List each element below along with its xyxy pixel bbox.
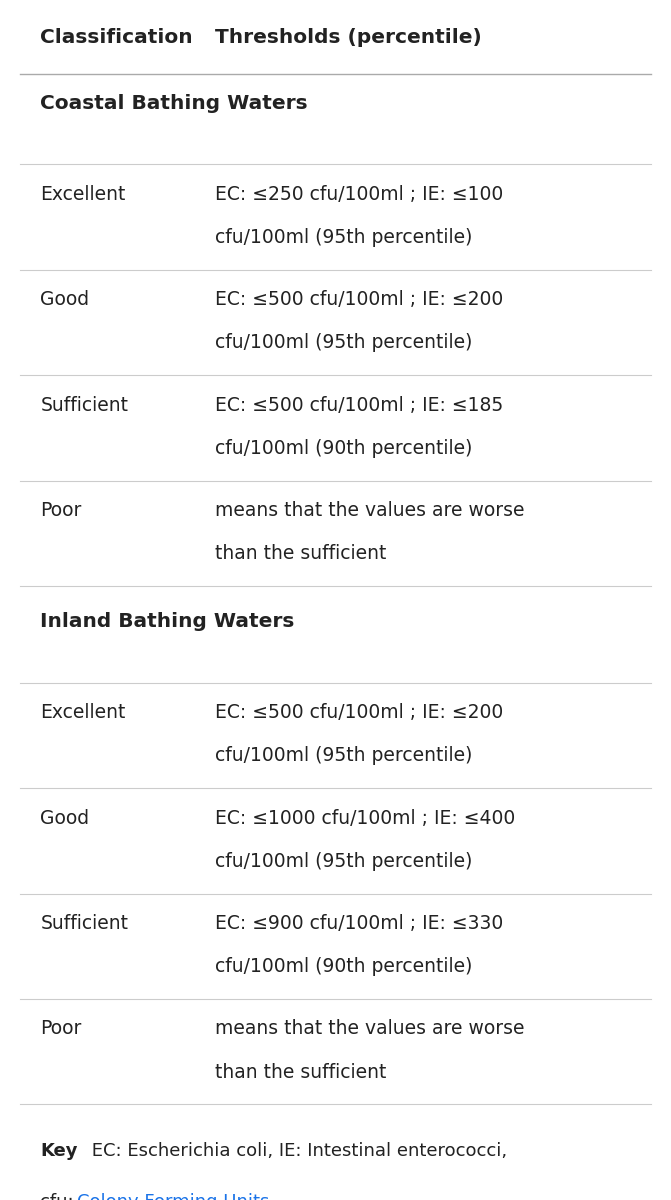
Text: Colony Forming Units: Colony Forming Units bbox=[77, 1193, 270, 1200]
Text: Excellent: Excellent bbox=[40, 185, 125, 204]
Text: EC: ≤500 cfu/100ml ; IE: ≤200: EC: ≤500 cfu/100ml ; IE: ≤200 bbox=[215, 703, 503, 722]
Text: EC: ≤500 cfu/100ml ; IE: ≤200: EC: ≤500 cfu/100ml ; IE: ≤200 bbox=[215, 290, 503, 310]
Text: EC: ≤900 cfu/100ml ; IE: ≤330: EC: ≤900 cfu/100ml ; IE: ≤330 bbox=[215, 914, 503, 932]
Text: than the sufficient: than the sufficient bbox=[215, 1062, 386, 1081]
Text: cfu/100ml (90th percentile): cfu/100ml (90th percentile) bbox=[215, 958, 472, 976]
Text: Good: Good bbox=[40, 290, 89, 310]
Text: cfu/100ml (95th percentile): cfu/100ml (95th percentile) bbox=[215, 746, 472, 766]
Text: cfu/100ml (95th percentile): cfu/100ml (95th percentile) bbox=[215, 228, 472, 247]
Text: Excellent: Excellent bbox=[40, 703, 125, 722]
Text: Inland Bathing Waters: Inland Bathing Waters bbox=[40, 612, 295, 631]
Text: cfu/100ml (95th percentile): cfu/100ml (95th percentile) bbox=[215, 852, 472, 870]
Text: means that the values are worse: means that the values are worse bbox=[215, 502, 524, 521]
Text: cfu:: cfu: bbox=[40, 1193, 80, 1200]
Text: EC: ≤1000 cfu/100ml ; IE: ≤400: EC: ≤1000 cfu/100ml ; IE: ≤400 bbox=[215, 809, 515, 828]
Text: EC: ≤250 cfu/100ml ; IE: ≤100: EC: ≤250 cfu/100ml ; IE: ≤100 bbox=[215, 185, 503, 204]
Text: EC: Escherichia coli, IE: Intestinal enterococci,: EC: Escherichia coli, IE: Intestinal ent… bbox=[86, 1142, 507, 1160]
Text: Sufficient: Sufficient bbox=[40, 914, 128, 932]
Text: cfu/100ml (90th percentile): cfu/100ml (90th percentile) bbox=[215, 439, 472, 458]
Text: than the sufficient: than the sufficient bbox=[215, 545, 386, 563]
Text: cfu/100ml (95th percentile): cfu/100ml (95th percentile) bbox=[215, 334, 472, 353]
Text: means that the values are worse: means that the values are worse bbox=[215, 1020, 524, 1038]
Text: Coastal Bathing Waters: Coastal Bathing Waters bbox=[40, 94, 308, 113]
Text: Thresholds (percentile): Thresholds (percentile) bbox=[215, 29, 482, 47]
Text: Key: Key bbox=[40, 1142, 78, 1160]
Text: Good: Good bbox=[40, 809, 89, 828]
Text: Poor: Poor bbox=[40, 502, 82, 521]
Text: Sufficient: Sufficient bbox=[40, 396, 128, 415]
Text: EC: ≤500 cfu/100ml ; IE: ≤185: EC: ≤500 cfu/100ml ; IE: ≤185 bbox=[215, 396, 503, 415]
Text: Classification: Classification bbox=[40, 29, 193, 47]
Text: Poor: Poor bbox=[40, 1020, 82, 1038]
